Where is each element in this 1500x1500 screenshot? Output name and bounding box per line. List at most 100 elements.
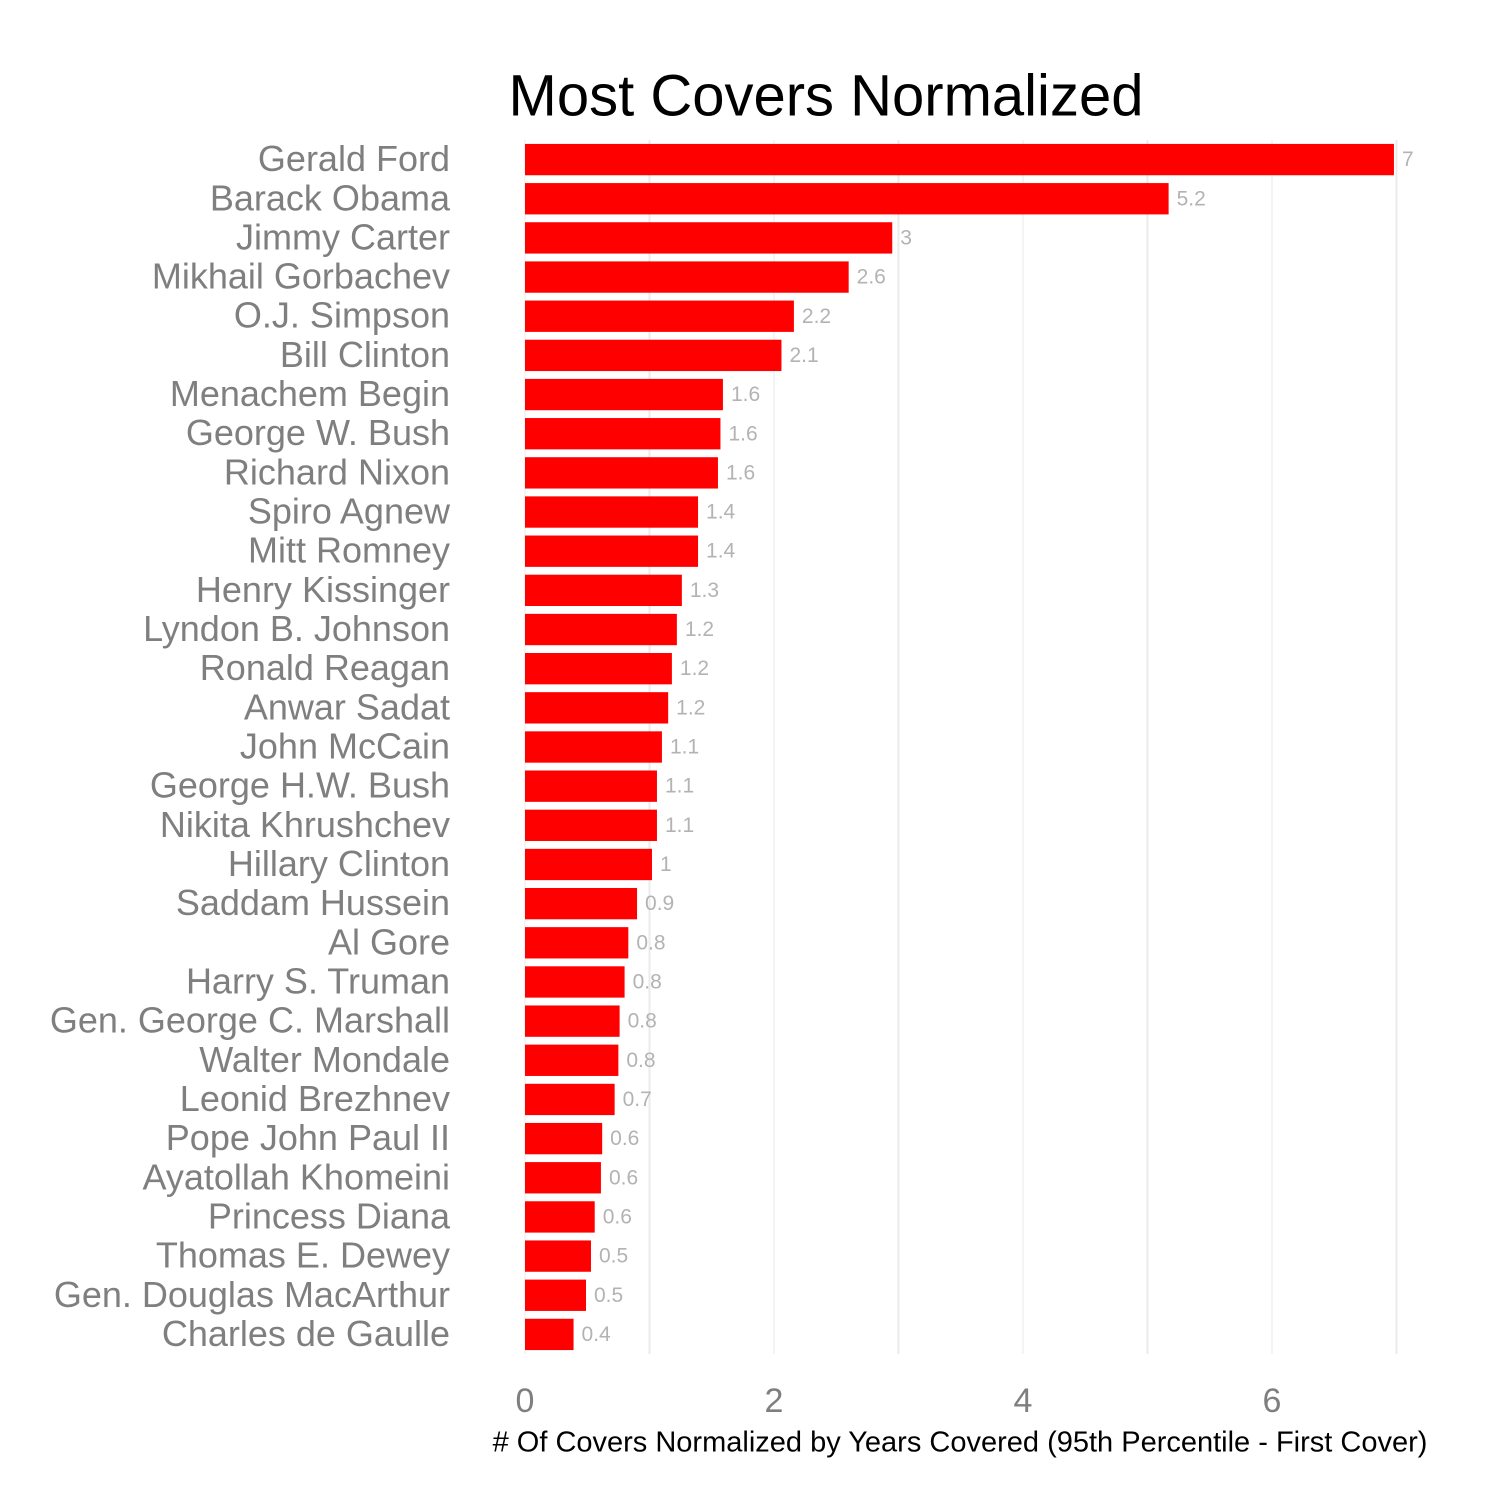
y-tick-label: Princess Diana — [208, 1195, 451, 1236]
y-tick-label: Lyndon B. Johnson — [143, 608, 450, 649]
value-label: 0.9 — [645, 892, 674, 915]
value-label: 1.4 — [706, 540, 736, 563]
bar — [525, 418, 721, 450]
bar — [525, 1044, 619, 1076]
value-label: 1.2 — [680, 657, 709, 680]
bar — [525, 574, 682, 607]
y-tick-label: Harry S. Truman — [186, 960, 450, 1001]
y-tick-label: O.J. Simpson — [234, 295, 450, 336]
bar — [525, 496, 699, 528]
y-tick-label: Mikhail Gorbachev — [152, 256, 450, 297]
bar — [525, 1201, 595, 1233]
bar — [525, 300, 794, 332]
bar — [525, 183, 1169, 215]
value-label: 1.2 — [676, 696, 705, 719]
bar — [525, 457, 718, 489]
value-label: 0.6 — [609, 1166, 638, 1189]
y-tick-label: Anwar Sadat — [244, 686, 450, 727]
bar — [525, 653, 672, 685]
value-label: 0.6 — [610, 1127, 639, 1150]
value-label: 5.2 — [1177, 187, 1206, 210]
bar — [525, 1162, 601, 1194]
y-tick-label: Nikita Khrushchev — [160, 804, 450, 845]
value-label: 0.8 — [636, 931, 665, 954]
value-label: 1.6 — [726, 461, 755, 484]
value-label: 2.2 — [802, 305, 831, 328]
bar — [525, 1318, 574, 1351]
y-tick-label: Henry Kissinger — [196, 569, 450, 610]
x-tick-label: 6 — [1262, 1382, 1281, 1420]
value-label: 1.6 — [728, 422, 757, 445]
bar — [525, 731, 662, 763]
value-label: 0.7 — [623, 1088, 652, 1111]
y-tick-label: Saddam Hussein — [176, 882, 450, 923]
y-tick-label: George W. Bush — [186, 412, 450, 453]
value-label: 0.8 — [633, 971, 662, 994]
y-tick-label: Ronald Reagan — [200, 647, 450, 688]
value-label: 2.6 — [857, 266, 886, 289]
bar — [525, 770, 657, 802]
bar — [525, 1240, 591, 1272]
y-tick-label: Richard Nixon — [224, 451, 450, 492]
y-tick-label: Hillary Clinton — [228, 843, 450, 884]
bar — [525, 1122, 603, 1155]
y-tick-label: John McCain — [240, 726, 450, 767]
bar — [525, 261, 849, 293]
y-tick-label: George H.W. Bush — [150, 765, 450, 806]
y-tick-label: Gen. Douglas MacArthur — [54, 1274, 450, 1315]
bar — [525, 535, 699, 567]
bar — [525, 848, 652, 881]
value-label: 0.5 — [594, 1284, 623, 1307]
bar — [525, 613, 677, 646]
value-label: 7 — [1402, 148, 1414, 171]
bar — [525, 809, 657, 841]
bar — [525, 1083, 615, 1116]
value-label: 0.5 — [599, 1245, 628, 1268]
y-tick-label: Gerald Ford — [258, 138, 450, 179]
value-label: 3 — [900, 226, 912, 249]
y-tick-label: Jimmy Carter — [236, 216, 450, 257]
y-tick-label: Spiro Agnew — [248, 491, 451, 532]
bar — [525, 378, 723, 411]
bar — [525, 143, 1394, 176]
value-label: 1 — [660, 853, 672, 876]
bar — [525, 927, 629, 959]
value-label: 1.1 — [665, 775, 694, 798]
y-tick-label: Pope John Paul II — [166, 1117, 450, 1158]
bar — [525, 692, 669, 724]
value-label: 0.4 — [582, 1323, 612, 1346]
value-label: 1.6 — [731, 383, 760, 406]
y-tick-label: Thomas E. Dewey — [156, 1235, 450, 1276]
value-label: 1.3 — [690, 579, 719, 602]
y-tick-label: Leonid Brezhnev — [180, 1078, 450, 1119]
bar — [525, 1005, 620, 1037]
value-label: 0.6 — [603, 1205, 632, 1228]
y-tick-label: Barack Obama — [210, 177, 451, 218]
value-label: 0.8 — [628, 1010, 657, 1033]
value-label: 0.8 — [626, 1049, 655, 1072]
y-tick-label: Walter Mondale — [199, 1039, 450, 1080]
x-tick-label: 2 — [765, 1382, 784, 1420]
bar — [525, 1279, 586, 1311]
value-label: 2.1 — [789, 344, 818, 367]
value-label: 1.1 — [665, 814, 694, 837]
y-tick-label: Al Gore — [328, 921, 450, 962]
value-label: 1.4 — [706, 501, 736, 524]
chart-title: Most Covers Normalized — [509, 63, 1144, 128]
y-tick-label: Menachem Begin — [170, 373, 450, 414]
value-label: 1.1 — [670, 736, 699, 759]
bar — [525, 339, 782, 372]
y-tick-label: Gen. George C. Marshall — [50, 1000, 450, 1041]
y-tick-label: Ayatollah Khomeini — [142, 1156, 450, 1197]
bar — [525, 222, 893, 254]
bar — [525, 887, 638, 920]
bar — [525, 966, 625, 998]
x-axis-label: # Of Covers Normalized by Years Covered … — [493, 1427, 1428, 1459]
value-label: 1.2 — [685, 618, 714, 641]
x-tick-label: 4 — [1013, 1382, 1032, 1420]
x-tick-label: 0 — [516, 1382, 535, 1420]
y-tick-label: Mitt Romney — [248, 530, 450, 571]
y-tick-label: Charles de Gaulle — [162, 1313, 450, 1354]
y-tick-label: Bill Clinton — [280, 334, 450, 375]
